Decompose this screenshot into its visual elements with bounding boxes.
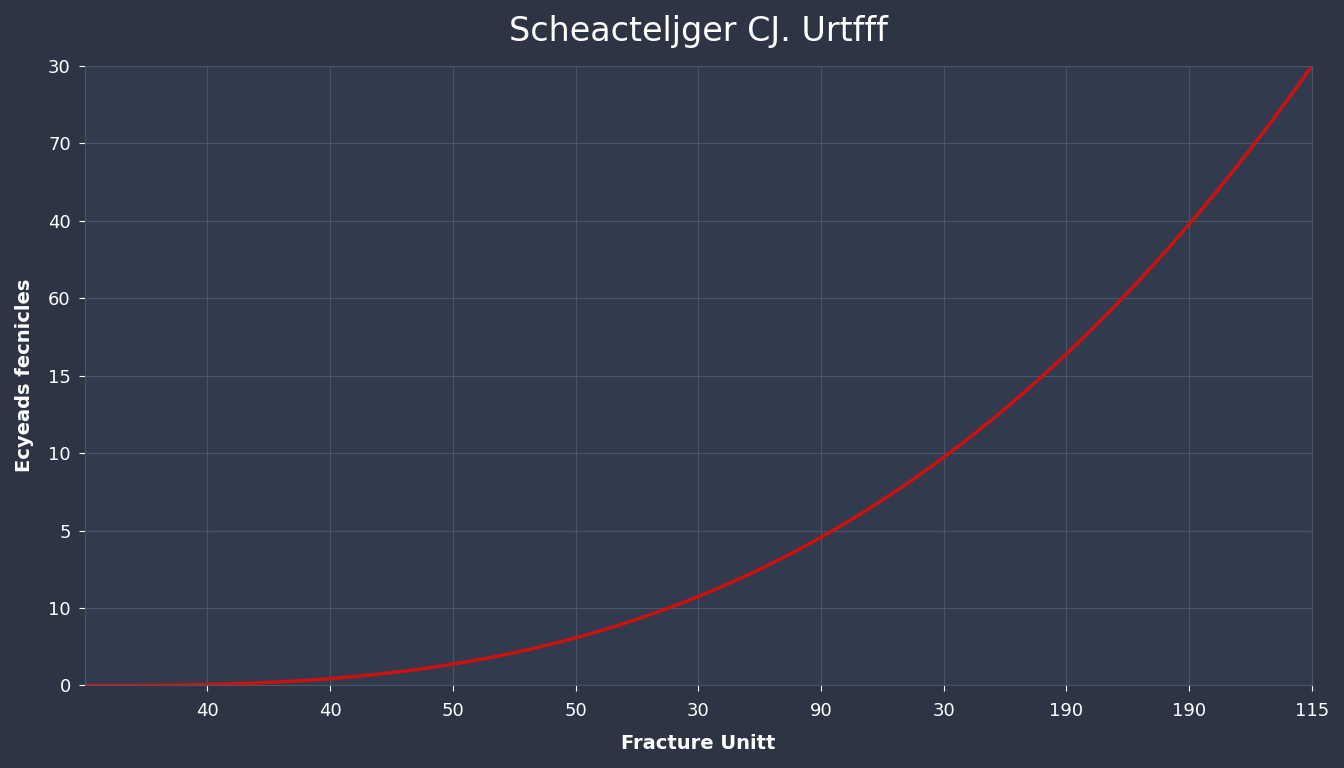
Y-axis label: Ecyeads fecnicles: Ecyeads fecnicles	[15, 279, 34, 472]
Title: Scheacteljger CJ. Urtfff: Scheacteljger CJ. Urtfff	[509, 15, 887, 48]
X-axis label: Fracture Unitt: Fracture Unitt	[621, 734, 775, 753]
